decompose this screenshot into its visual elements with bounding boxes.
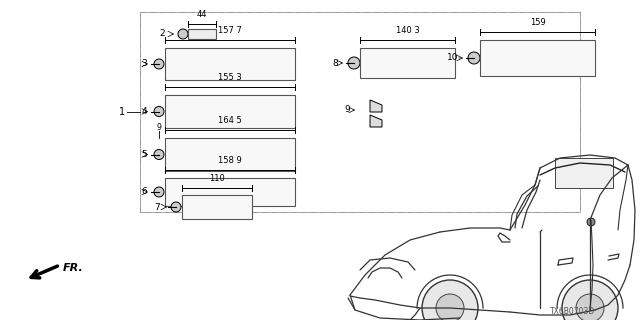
Bar (165, 178, 295, 206)
Text: 157 7: 157 7 (218, 26, 242, 35)
Text: 158 9: 158 9 (218, 156, 242, 165)
Bar (182, 195, 252, 219)
Text: 9: 9 (157, 124, 161, 132)
Bar (140, 12, 580, 212)
Circle shape (468, 52, 480, 64)
Text: 5: 5 (141, 150, 147, 159)
Text: 159: 159 (530, 18, 545, 27)
Text: 164 5: 164 5 (218, 116, 242, 125)
Circle shape (422, 280, 478, 320)
Text: 4: 4 (141, 107, 147, 116)
Circle shape (178, 29, 188, 39)
Text: 110: 110 (209, 174, 225, 183)
Circle shape (154, 59, 164, 69)
Text: 140 3: 140 3 (396, 26, 419, 35)
Circle shape (348, 57, 360, 69)
Circle shape (171, 202, 181, 212)
Text: 10: 10 (447, 53, 458, 62)
Bar (165, 48, 295, 80)
Circle shape (576, 294, 604, 320)
Circle shape (587, 218, 595, 226)
Text: 155 3: 155 3 (218, 73, 242, 82)
Bar (480, 40, 595, 76)
Bar (188, 29, 216, 39)
Circle shape (436, 294, 464, 320)
Polygon shape (370, 100, 382, 112)
Circle shape (154, 149, 164, 159)
Text: TX6B0703D: TX6B0703D (550, 307, 595, 316)
Text: 1: 1 (119, 107, 125, 117)
Text: 3: 3 (141, 60, 147, 68)
Text: FR.: FR. (63, 263, 84, 273)
Circle shape (154, 107, 164, 116)
Bar (140, 12, 580, 212)
Text: 7: 7 (154, 203, 160, 212)
Bar (555, 158, 613, 188)
Text: 2: 2 (159, 29, 165, 38)
Circle shape (562, 280, 618, 320)
Text: 9: 9 (344, 106, 350, 115)
Text: 44: 44 (196, 10, 207, 19)
Bar (165, 138, 295, 171)
Text: 6: 6 (141, 188, 147, 196)
Bar (360, 48, 455, 78)
Circle shape (154, 187, 164, 197)
Text: 8: 8 (332, 59, 338, 68)
Bar (165, 95, 295, 128)
Polygon shape (370, 115, 382, 127)
